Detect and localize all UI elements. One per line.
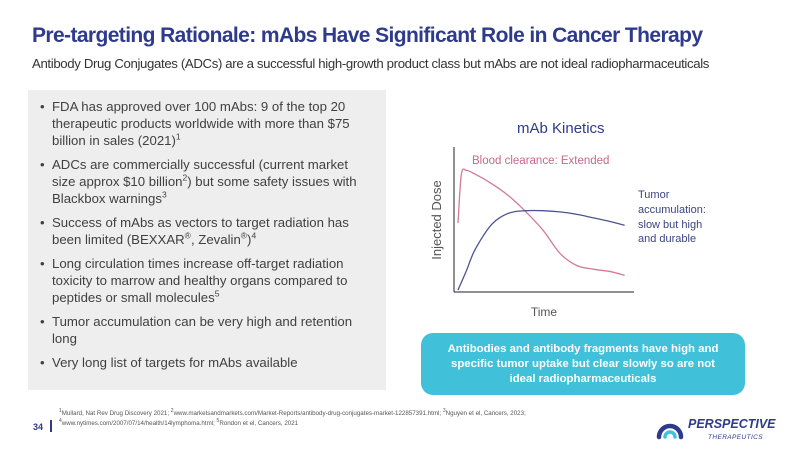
blood-clearance-curve: [457, 168, 625, 277]
footnote-ref: 2: [182, 172, 188, 183]
company-logo: PERSPECTIVE THERAPEUTICS: [656, 417, 776, 441]
y-axis-label: Injected Dose: [429, 180, 444, 260]
bullet-item: • FDA has approved over 100 mAbs: 9 of th…: [40, 99, 350, 148]
footnote-text: www.marketsandmarkets.com/Market-Reports…: [173, 410, 443, 417]
tumor-label-line: accumulation:: [638, 204, 706, 216]
bullet-text: ADCs are commercially successful (curren…: [52, 157, 349, 189]
bullet-text: Long circulation times increase off-targ…: [52, 256, 348, 305]
footnote-ref: 1: [175, 131, 181, 142]
bullet-text: Tumor accumulation can be very high and …: [52, 314, 353, 346]
footnotes: 1Mullard, Nat Rev Drug Discovery 2021; 2…: [59, 407, 619, 429]
footnote-ref: 4: [251, 230, 257, 241]
bullet-text: ): [247, 232, 252, 247]
registered-mark: ®: [184, 230, 191, 241]
bullet-text: , Zevalin: [190, 232, 241, 247]
registered-mark: ®: [240, 230, 248, 241]
slide-title: Pre-targeting Rationale: mAbs Have Signi…: [32, 24, 703, 47]
footnote-number: 5: [216, 417, 220, 424]
bullet-item: • ADCs are commercially successful (curre…: [40, 157, 357, 206]
footnote-number: 3: [442, 407, 446, 414]
bullet-item: • Very long list of targets for mAbs avai…: [40, 355, 298, 370]
tumor-accumulation-curve: [457, 209, 625, 291]
bullet-list: • FDA has approved over 100 mAbs: 9 of th…: [28, 90, 386, 371]
footnote-text: Mullard, Nat Rev Drug Discovery 2021;: [61, 410, 171, 417]
footnote-line: 4www.nytimes.com/2007/07/14/health/14lym…: [59, 417, 619, 429]
bullet-item: • Success of mAbs as vectors to target ra…: [40, 215, 349, 247]
footer-divider: [50, 420, 52, 432]
bullet-text: ) but some safety issues with Blackbox w…: [52, 174, 357, 206]
footnote-ref: 3: [161, 189, 167, 200]
footnote-number: 2: [170, 407, 174, 414]
tumor-label-line: slow but high: [638, 219, 702, 231]
footnote-text: Rondon et el, Cancers, 2021: [219, 419, 299, 427]
page-number: 34: [33, 422, 44, 432]
logo-tagline: THERAPEUTICS: [708, 434, 763, 441]
callout-text: Antibodies and antibody fragments have h…: [447, 342, 719, 385]
bullet-text: Success of mAbs as vectors to target rad…: [52, 215, 349, 247]
bullet-item: • Long circulation times increase off-tar…: [40, 256, 348, 305]
bullet-item: • Tumor accumulation can be very high and…: [40, 314, 353, 346]
tumor-accumulation-label: Tumor accumulation: slow but high and du…: [638, 189, 709, 245]
footnote-number: 1: [59, 407, 62, 414]
footnote-text: Nguyen et el, Cancers, 2023;: [445, 410, 526, 417]
logo-wordmark: PERSPECTIVE: [688, 417, 776, 431]
footnote-number: 4: [59, 417, 62, 424]
series-layer: [457, 168, 625, 291]
logo-mark-icon: [656, 423, 684, 440]
tumor-label-line: Tumor: [638, 189, 670, 201]
footnote-line: 1Mullard, Nat Rev Drug Discovery 2021; 2…: [59, 407, 619, 419]
tumor-label-line: and durable: [638, 233, 696, 245]
footnote-ref: 5: [214, 288, 220, 299]
chart-title: mAb Kinetics: [517, 120, 605, 137]
callout-box: Antibodies and antibody fragments have h…: [421, 333, 745, 395]
bullet-text: Very long list of targets for mAbs avail…: [52, 355, 298, 370]
bullet-panel: • FDA has approved over 100 mAbs: 9 of th…: [28, 90, 386, 390]
footnote-text: www.nytimes.com/2007/07/14/health/14lymp…: [61, 419, 217, 427]
blood-clearance-label: Blood clearance: Extended: [472, 155, 609, 167]
x-axis-label: Time: [531, 305, 558, 319]
bullet-text: FDA has approved over 100 mAbs: 9 of the…: [52, 99, 350, 148]
slide-subtitle: Antibody Drug Conjugates (ADCs) are a su…: [32, 56, 710, 71]
